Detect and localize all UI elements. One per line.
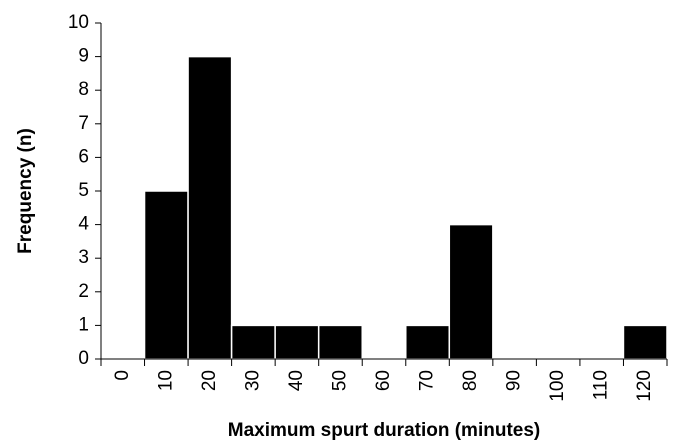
bar <box>405 324 451 360</box>
y-tick-label: 5 <box>78 180 89 201</box>
bar <box>230 324 276 360</box>
x-tick-label: 10 <box>155 370 176 391</box>
x-tick-label: 30 <box>242 370 263 391</box>
y-tick-label: 0 <box>78 348 89 369</box>
x-tick-label: 50 <box>329 370 350 391</box>
x-tick-label: 40 <box>286 370 307 391</box>
x-tick-label: 120 <box>634 370 655 402</box>
x-tick-label: 80 <box>460 370 481 391</box>
y-tick-label: 2 <box>78 281 89 302</box>
x-axis-title: Maximum spurt duration (minutes) <box>228 420 540 441</box>
bar <box>187 55 233 360</box>
y-tick-label: 4 <box>78 214 89 235</box>
x-tick-label: 0 <box>112 370 133 381</box>
y-tick-label: 7 <box>78 113 89 134</box>
x-tick-label: 110 <box>591 370 612 400</box>
x-tick-label: 70 <box>417 370 438 391</box>
bar <box>317 324 363 360</box>
y-tick-label: 3 <box>78 247 89 268</box>
x-tick-label: 100 <box>547 370 568 402</box>
bar <box>448 223 494 360</box>
y-tick-label: 1 <box>78 314 89 335</box>
bar <box>274 324 320 360</box>
x-tick-label: 60 <box>373 370 394 391</box>
y-tick-label: 9 <box>78 46 89 67</box>
y-axis-title: Frequency (n) <box>15 128 36 254</box>
x-tick-label: 20 <box>199 370 220 391</box>
y-tick-label: 10 <box>68 12 89 33</box>
y-tick-label: 6 <box>78 146 89 167</box>
bar <box>143 190 189 360</box>
x-tick-label: 90 <box>504 370 525 391</box>
y-tick-label: 8 <box>78 79 89 100</box>
bar <box>622 324 668 360</box>
